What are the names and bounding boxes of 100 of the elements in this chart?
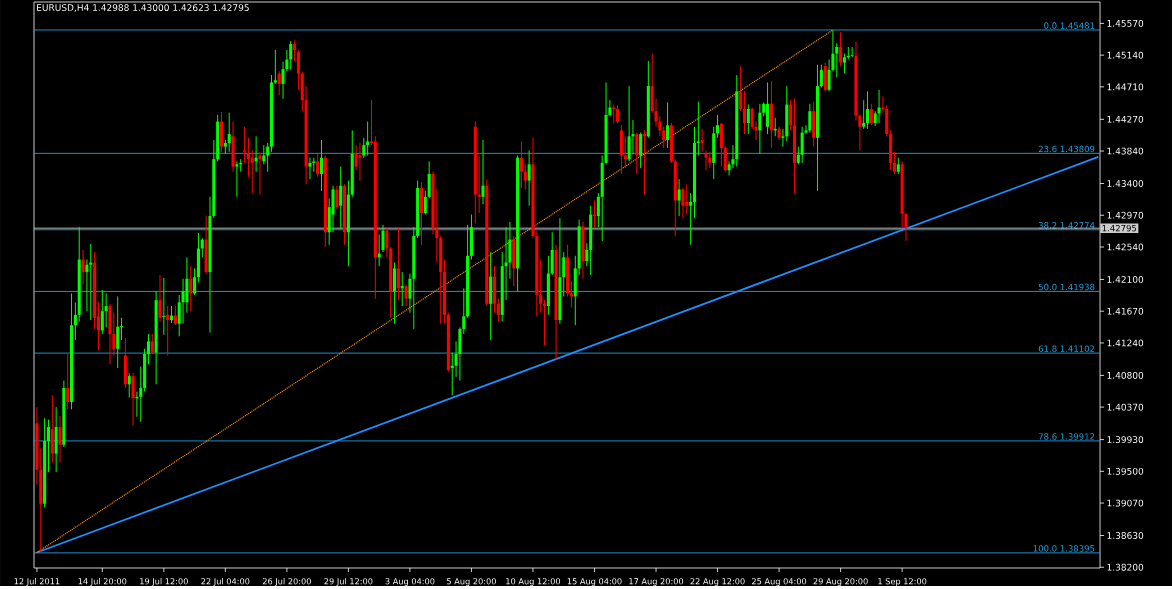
y-tick-label: 1.42970 <box>1107 211 1144 219</box>
candlestick <box>100 289 104 335</box>
x-tick-label: 3 Aug 04:00 <box>385 578 435 586</box>
candlestick <box>85 258 89 312</box>
y-tick-label: 1.39500 <box>1107 467 1144 475</box>
candlestick <box>716 114 720 139</box>
y-tick-label: 1.41670 <box>1107 307 1144 315</box>
x-tick-label: 22 Jul 04:00 <box>201 577 250 586</box>
candlestick <box>339 165 343 229</box>
candlestick <box>808 103 812 133</box>
candlestick <box>293 39 297 62</box>
ref-line-label: 100.0 1.38395 <box>1033 545 1095 552</box>
candlestick <box>789 99 793 131</box>
candlestick <box>262 144 266 165</box>
candlestick <box>119 317 124 341</box>
candlestick <box>277 70 281 96</box>
candlestick <box>158 274 162 322</box>
y-tick-label: 1.40370 <box>1107 403 1144 411</box>
candlestick <box>585 242 589 267</box>
y-tick-label: 1.45140 <box>1107 51 1144 59</box>
y-tick-label: 1.44270 <box>1107 115 1144 123</box>
candlestick <box>723 146 727 173</box>
candlestick <box>289 40 293 71</box>
candlestick <box>685 183 689 215</box>
candlestick <box>131 372 135 426</box>
candlestick <box>623 135 627 169</box>
y-tick-label: 1.39070 <box>1107 499 1144 507</box>
y-tick-label: 1.42100 <box>1107 275 1144 283</box>
candlestick <box>227 112 231 153</box>
x-tick-label: 29 Jul 12:00 <box>324 577 373 586</box>
candlestick <box>892 151 896 175</box>
candlestick <box>396 226 400 301</box>
candlestick <box>708 151 712 169</box>
candlestick <box>800 126 804 164</box>
candlestick <box>58 415 62 463</box>
candlestick <box>865 90 870 130</box>
candlestick <box>81 249 85 285</box>
candlestick <box>550 231 554 276</box>
x-tick-label: 12 Jul 2011 <box>14 577 60 586</box>
candlestick <box>150 333 154 355</box>
x-tick-label: 14 Jul 20:00 <box>78 577 127 586</box>
candlestick <box>819 64 823 88</box>
candlestick <box>627 85 631 162</box>
x-tick-label: 25 Aug 04:00 <box>752 578 807 586</box>
candlestick <box>635 131 639 175</box>
candlestick <box>869 103 873 126</box>
candlestick <box>139 365 143 423</box>
x-tick-label: 19 Jul 12:00 <box>140 577 188 586</box>
candlestick <box>519 140 523 189</box>
ref-line-label: 50.0 1.41938 <box>1038 283 1095 291</box>
x-tick-label: 26 Jul 20:00 <box>262 577 311 586</box>
candlestick <box>193 267 197 296</box>
y-tick-label: 1.41240 <box>1107 339 1144 347</box>
candlestick <box>758 103 762 155</box>
candlestick <box>404 284 408 307</box>
x-tick-label: 29 Aug 20:00 <box>813 578 868 586</box>
candlestick <box>250 149 254 194</box>
candlestick <box>704 149 708 171</box>
y-tick-label: 1.38200 <box>1107 563 1144 571</box>
x-tick-label: 17 Aug 20:00 <box>629 578 684 586</box>
y-tick-label: 1.40800 <box>1107 371 1144 379</box>
candlestick <box>181 278 185 325</box>
ref-line-label: 23.6 1.43809 <box>1038 145 1095 153</box>
candlestick <box>104 292 108 328</box>
y-tick-label: 1.44710 <box>1107 83 1144 91</box>
candlestick <box>235 160 239 198</box>
candlestick <box>527 149 531 207</box>
candlestick <box>358 142 362 181</box>
candlestick <box>46 419 51 473</box>
candlestick <box>523 163 527 190</box>
candlestick <box>189 265 193 312</box>
candlestick <box>246 137 250 178</box>
candlestick <box>666 101 670 149</box>
candlestick <box>496 298 500 322</box>
ref-line-label: 61.8 1.41102 <box>1038 345 1095 352</box>
candlestick <box>316 153 320 178</box>
candlestick <box>258 151 262 195</box>
candlestick <box>746 103 750 135</box>
candlestick <box>393 261 397 325</box>
y-tick-label: 1.39930 <box>1107 436 1144 443</box>
candlestick <box>850 46 854 58</box>
candlestick <box>677 178 681 217</box>
chart-title: EURUSD,H4 1.42988 1.43000 1.42623 1.42795 <box>37 4 249 12</box>
candlestick <box>596 192 600 228</box>
x-tick-label: 22 Aug 12:00 <box>690 578 745 586</box>
y-tick-label: 1.45570 <box>1107 19 1144 27</box>
candlestick <box>481 139 485 205</box>
x-tick-label: 5 Aug 20:00 <box>447 578 496 586</box>
candlestick <box>366 120 370 156</box>
x-tick-label: 10 Aug 12:00 <box>506 578 561 586</box>
ref-line-label: 38.2 1.42774 <box>1038 221 1095 229</box>
candlestick <box>739 65 743 112</box>
candlestick <box>742 90 747 135</box>
y-tick-label: 1.38630 <box>1107 531 1144 539</box>
y-tick-label: 1.43840 <box>1107 147 1144 155</box>
candlestick <box>73 301 77 341</box>
candlestick <box>539 258 543 314</box>
y-tick-label: 1.43400 <box>1107 180 1144 187</box>
candlestick <box>243 126 247 164</box>
candlestick <box>161 277 167 336</box>
